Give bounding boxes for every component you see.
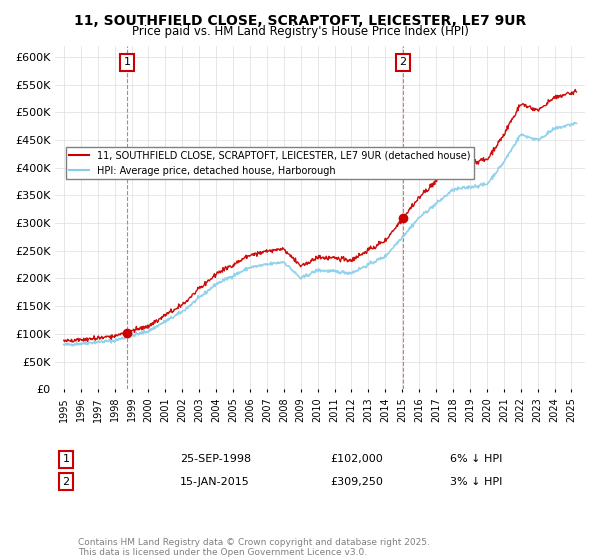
Text: 1: 1 bbox=[124, 58, 130, 67]
Text: Price paid vs. HM Land Registry's House Price Index (HPI): Price paid vs. HM Land Registry's House … bbox=[131, 25, 469, 38]
Text: 11, SOUTHFIELD CLOSE, SCRAPTOFT, LEICESTER, LE7 9UR: 11, SOUTHFIELD CLOSE, SCRAPTOFT, LEICEST… bbox=[74, 14, 526, 28]
Legend: 11, SOUTHFIELD CLOSE, SCRAPTOFT, LEICESTER, LE7 9UR (detached house), HPI: Avera: 11, SOUTHFIELD CLOSE, SCRAPTOFT, LEICEST… bbox=[65, 147, 474, 179]
Text: 25-SEP-1998: 25-SEP-1998 bbox=[180, 454, 251, 464]
Text: 15-JAN-2015: 15-JAN-2015 bbox=[180, 477, 250, 487]
Text: 3% ↓ HPI: 3% ↓ HPI bbox=[450, 477, 502, 487]
Text: Contains HM Land Registry data © Crown copyright and database right 2025.
This d: Contains HM Land Registry data © Crown c… bbox=[78, 538, 430, 557]
Text: 1: 1 bbox=[62, 454, 70, 464]
Text: 2: 2 bbox=[62, 477, 70, 487]
Text: £309,250: £309,250 bbox=[330, 477, 383, 487]
Text: £102,000: £102,000 bbox=[330, 454, 383, 464]
Text: 6% ↓ HPI: 6% ↓ HPI bbox=[450, 454, 502, 464]
Text: 2: 2 bbox=[400, 58, 406, 67]
